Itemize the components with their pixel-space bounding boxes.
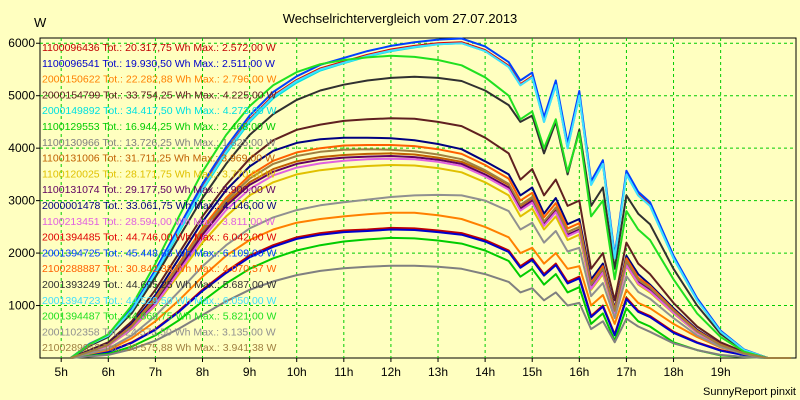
legend-entry-11: 2000001478 Tot.: 33.061,75 Wh Max.: 4.14… xyxy=(42,200,277,212)
series-line-7 xyxy=(70,264,792,359)
series-line-14 xyxy=(69,37,792,359)
legend: 1100096436 Tot.: 20.317,75 Wh Max.: 2.57… xyxy=(42,42,277,354)
legend-entry-5: 2000149892 Tot.: 34.417,50 Wh Max.: 4.27… xyxy=(42,105,277,117)
legend-entry-13: 2001394485 Tot.: 44.746,00 Wh Max.: 6.04… xyxy=(42,232,277,244)
series-line-10 xyxy=(70,155,792,359)
legend-entry-3: 2000150622 Tot.: 22.282,88 Wh Max.: 2.79… xyxy=(42,74,277,86)
series-lines xyxy=(69,37,792,359)
series-line-3 xyxy=(70,211,792,359)
series-line-18 xyxy=(70,54,792,359)
x-tick-label: 15h xyxy=(522,365,542,379)
x-tick-label: 6h xyxy=(102,365,115,379)
x-tick-label: 16h xyxy=(569,365,589,379)
legend-entry-9: 1100120025 Tot.: 28.171,75 Wh Max.: 3.77… xyxy=(42,168,276,180)
y-tick-label: 5000 xyxy=(8,89,35,103)
y-tick-label: 3000 xyxy=(8,194,35,208)
chart-credit: SunnyReport pinxit xyxy=(703,386,796,398)
y-tick-label: 1000 xyxy=(8,299,35,313)
chart-title: Wechselrichtervergleich vom 27.07.2013 xyxy=(283,11,518,26)
y-tick-label: 4000 xyxy=(8,141,35,155)
x-tick-label: 7h xyxy=(149,365,162,379)
series-line-6 xyxy=(70,236,792,359)
x-tick-label: 19h xyxy=(711,365,731,379)
legend-entry-20: 2100289952 Tot.: 30.575,88 Wh Max.: 3.94… xyxy=(42,342,277,354)
legend-entry-6: 1100129553 Tot.: 16.944,25 Wh Max.: 2.46… xyxy=(42,121,276,133)
y-tick-label: 6000 xyxy=(8,36,35,50)
legend-entry-14: 2001394725 Tot.: 45.448,88 Wh Max.: 6.10… xyxy=(42,247,277,259)
series-line-19 xyxy=(70,193,792,359)
x-tick-label: 18h xyxy=(664,365,684,379)
x-tick-label: 9h xyxy=(243,365,256,379)
series-line-2 xyxy=(70,228,792,359)
series-line-15 xyxy=(70,144,792,359)
x-tick-label: 8h xyxy=(196,365,209,379)
legend-entry-15: 2100288887 Tot.: 30.842,38 Wh Max.: 4.07… xyxy=(42,263,277,275)
series-line-16 xyxy=(70,75,792,359)
series-line-20 xyxy=(70,148,792,359)
x-tick-label: 13h xyxy=(428,365,448,379)
x-tick-label: 17h xyxy=(616,365,636,379)
legend-entry-2: 1100096541 Tot.: 19.930,50 Wh Max.: 2.51… xyxy=(42,58,275,70)
series-line-11 xyxy=(70,136,792,359)
legend-entry-1: 1100096436 Tot.: 20.317,75 Wh Max.: 2.57… xyxy=(42,42,276,54)
x-tick-label: 5h xyxy=(55,365,68,379)
legend-entry-10: 1100131074 Tot.: 29.177,50 Wh Max.: 3.90… xyxy=(42,184,276,196)
series-line-17 xyxy=(70,42,792,359)
legend-entry-16: 2001393249 Tot.: 44.695,25 Wh Max.: 5.68… xyxy=(42,279,277,291)
legend-entry-7: 1100130966 Tot.: 13.726,25 Wh Max.: 1.82… xyxy=(42,137,276,149)
axes: 5h 6h 7h 8h 9h 10h 11h 12h 13h 14h 15h 16h 17h 18h 19h… xyxy=(8,36,730,379)
legend-entry-4: 2000154799 Tot.: 33.754,25 Wh Max.: 4.22… xyxy=(42,89,277,101)
y-tick-label: 2000 xyxy=(8,246,35,260)
y-axis-unit: W xyxy=(34,15,47,30)
x-tick-label: 12h xyxy=(381,365,401,379)
x-tick-label: 11h xyxy=(334,365,353,379)
series-line-12 xyxy=(70,157,792,359)
legend-entry-8: 1100131006 Tot.: 31.711,25 Wh Max.: 3.96… xyxy=(42,153,275,165)
legend-entry-17: 2001394723 Tot.: 44.529,50 Wh Max.: 6.05… xyxy=(42,295,277,307)
legend-entry-12: 1100213451 Tot.: 28.594,00 Wh Max.: 3.81… xyxy=(42,216,275,228)
legend-entry-18: 2001394487 Tot.: 44.869,75 Wh Max.: 5.82… xyxy=(42,311,277,323)
x-tick-label: 10h xyxy=(287,365,307,379)
legend-entry-19: 2001102358 Tot.: 24.573,50 Wh Max.: 3.13… xyxy=(42,326,276,338)
x-tick-label: 14h xyxy=(475,365,495,379)
series-line-4 xyxy=(70,117,792,359)
